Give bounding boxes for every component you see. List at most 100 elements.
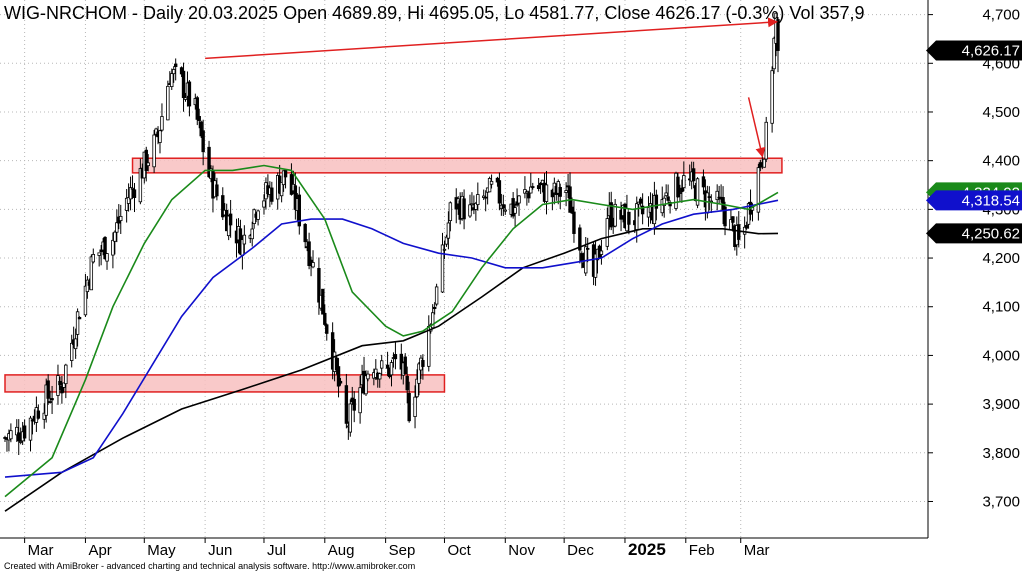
candle-body [431, 312, 435, 329]
candle-body [609, 202, 613, 228]
x-tick-label: Feb [689, 542, 715, 559]
candle-body [321, 288, 325, 315]
candle-body [36, 410, 41, 419]
plot-area [0, 0, 928, 538]
candle-body [654, 194, 659, 209]
candle-body [62, 382, 66, 388]
candle-body [652, 195, 657, 225]
candle-body [83, 285, 88, 316]
candle-body [152, 134, 156, 168]
candle-body [593, 253, 598, 278]
price-label-box [926, 223, 1022, 244]
price-label-close: 4,626.17 [926, 40, 1022, 61]
candle-body [676, 176, 680, 198]
candle-body [334, 357, 339, 371]
candle-body [60, 385, 64, 394]
candle-body [544, 184, 549, 202]
candle-body [197, 116, 201, 121]
candle-body [103, 236, 107, 260]
candle-body [580, 253, 584, 262]
candle-body [132, 189, 137, 198]
candle-body [564, 190, 568, 193]
candle-body [281, 170, 286, 186]
candle-body [762, 158, 766, 168]
candle-body [173, 63, 178, 67]
y-tick-label: 3,800 [982, 445, 1020, 462]
candle-body [664, 192, 668, 197]
candle-body [570, 206, 574, 214]
candle-body [513, 207, 517, 214]
candle-body [130, 187, 135, 190]
candle-body [572, 211, 576, 234]
candle-body [58, 380, 62, 386]
candle-body [529, 186, 533, 194]
candle-body [666, 196, 670, 201]
candle-body [366, 373, 370, 380]
candle-body [70, 342, 74, 361]
candle-body [338, 380, 343, 384]
candle-body [242, 234, 247, 245]
candle-body [44, 384, 48, 416]
candle-body [701, 176, 706, 188]
x-tick-label: Oct [447, 542, 471, 559]
candle-body [660, 199, 664, 214]
candle-body [515, 201, 519, 206]
x-axis-ticks: Mar Apr May Jun Jul Aug Sep Oct Nov Dec 2025 Feb Mar [24, 538, 770, 559]
candle-body [444, 236, 449, 245]
x-tick-label: May [147, 542, 176, 559]
candle-body [297, 194, 301, 227]
candle-body [379, 360, 384, 369]
candle-body [18, 441, 23, 443]
candle-body [172, 69, 176, 75]
candle-body [283, 169, 288, 178]
candle-body [179, 67, 184, 75]
candle-body [262, 200, 266, 208]
candle-body [183, 97, 188, 100]
candle-body [105, 253, 109, 262]
candle-body [527, 193, 531, 199]
candle-body [503, 209, 507, 212]
price-label-text: 4,250.62 [962, 225, 1020, 242]
candle-body [77, 317, 82, 320]
candle-body [389, 362, 394, 376]
candle-body [731, 216, 735, 223]
candle-body [517, 195, 521, 204]
candle-body [705, 192, 710, 214]
x-tick-label: 2025 [628, 540, 666, 559]
candle-body [73, 338, 78, 350]
candle-body [124, 197, 129, 211]
candle-body [427, 326, 431, 367]
candle-body [146, 162, 150, 167]
x-tick-label: Dec [567, 542, 594, 559]
price-label-box [926, 40, 1022, 61]
candle-body [221, 195, 225, 218]
candle-body [348, 403, 352, 433]
candle-body [605, 218, 610, 247]
y-axis-ticks: 3,7003,8003,9004,0004,1004,2004,3004,400… [928, 7, 1020, 510]
candle-body [91, 254, 95, 263]
x-tick-label: Jul [267, 542, 286, 559]
candle-body [166, 85, 170, 121]
footer-credit: Created with AmiBroker - advanced charti… [4, 561, 415, 571]
y-tick-label: 3,900 [982, 396, 1020, 413]
candle-body [385, 364, 390, 369]
ma-mid-line [4, 199, 779, 478]
candle-body [115, 222, 119, 233]
candle-body [538, 182, 543, 186]
candle-body [707, 196, 712, 199]
candle-body [723, 206, 727, 227]
candle-body [474, 202, 478, 210]
candle-body [111, 239, 115, 256]
candle-body [28, 417, 33, 441]
candle-body [85, 279, 90, 293]
x-tick-label: Nov [508, 542, 535, 559]
candle-body [770, 70, 774, 124]
ma-long-line [4, 228, 779, 512]
candle-body [48, 401, 52, 403]
candle-body [344, 385, 349, 424]
candle-body [468, 204, 472, 217]
candle-body [638, 198, 643, 204]
candle-body [352, 398, 356, 411]
candle-body [323, 312, 327, 325]
